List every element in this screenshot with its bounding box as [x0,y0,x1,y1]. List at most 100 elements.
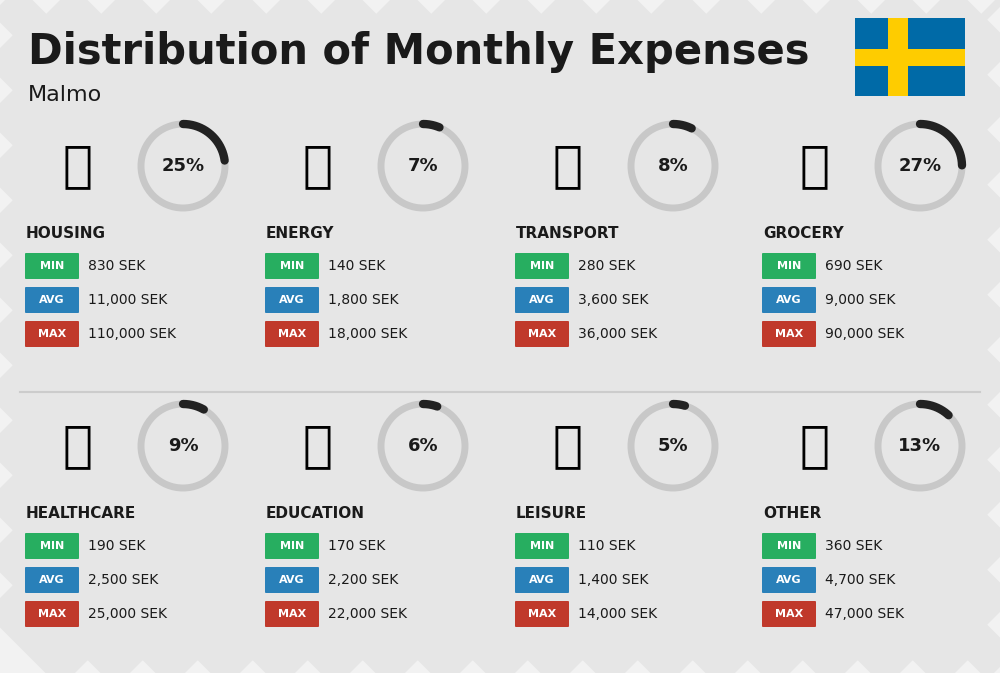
Text: 11,000 SEK: 11,000 SEK [88,293,167,307]
Text: MAX: MAX [528,609,556,619]
FancyBboxPatch shape [265,567,319,593]
Text: 140 SEK: 140 SEK [328,259,385,273]
FancyBboxPatch shape [265,253,319,279]
Text: 🛍️: 🛍️ [553,422,583,470]
Text: 🛒: 🛒 [800,142,830,190]
Text: ENERGY: ENERGY [266,226,334,241]
FancyBboxPatch shape [515,533,569,559]
Text: 27%: 27% [898,157,942,175]
Text: 9,000 SEK: 9,000 SEK [825,293,895,307]
Text: 9%: 9% [168,437,198,455]
FancyBboxPatch shape [888,18,908,96]
Text: 3,600 SEK: 3,600 SEK [578,293,648,307]
Text: MIN: MIN [530,261,554,271]
Text: 36,000 SEK: 36,000 SEK [578,327,657,341]
Text: MIN: MIN [280,541,304,551]
Text: 5%: 5% [658,437,688,455]
Text: 🏥: 🏥 [63,422,93,470]
Text: AVG: AVG [279,575,305,585]
FancyBboxPatch shape [265,287,319,313]
Text: AVG: AVG [529,575,555,585]
FancyBboxPatch shape [265,533,319,559]
Text: 110 SEK: 110 SEK [578,539,635,553]
FancyBboxPatch shape [25,601,79,627]
Text: 2,200 SEK: 2,200 SEK [328,573,398,587]
FancyBboxPatch shape [265,321,319,347]
Text: MAX: MAX [278,329,306,339]
Text: MIN: MIN [777,541,801,551]
FancyBboxPatch shape [855,18,965,96]
Text: AVG: AVG [39,295,65,305]
FancyBboxPatch shape [762,321,816,347]
Text: LEISURE: LEISURE [516,506,587,521]
Text: MAX: MAX [38,609,66,619]
Text: MAX: MAX [775,329,803,339]
FancyBboxPatch shape [515,601,569,627]
Text: MAX: MAX [38,329,66,339]
Text: 47,000 SEK: 47,000 SEK [825,607,904,621]
Text: AVG: AVG [39,575,65,585]
Text: 690 SEK: 690 SEK [825,259,882,273]
FancyBboxPatch shape [25,287,79,313]
Text: AVG: AVG [529,295,555,305]
Text: MAX: MAX [528,329,556,339]
Text: 🔌: 🔌 [303,142,333,190]
Text: MIN: MIN [777,261,801,271]
FancyBboxPatch shape [762,567,816,593]
Text: HEALTHCARE: HEALTHCARE [26,506,136,521]
FancyBboxPatch shape [265,601,319,627]
Text: 18,000 SEK: 18,000 SEK [328,327,407,341]
FancyBboxPatch shape [762,253,816,279]
Text: 25,000 SEK: 25,000 SEK [88,607,167,621]
Text: AVG: AVG [776,575,802,585]
Text: 🏢: 🏢 [63,142,93,190]
Text: 1,800 SEK: 1,800 SEK [328,293,398,307]
FancyBboxPatch shape [515,567,569,593]
FancyBboxPatch shape [515,321,569,347]
Text: 🎓: 🎓 [303,422,333,470]
Text: MAX: MAX [278,609,306,619]
Text: 13%: 13% [898,437,942,455]
FancyBboxPatch shape [25,533,79,559]
Text: 280 SEK: 280 SEK [578,259,635,273]
Text: 2,500 SEK: 2,500 SEK [88,573,158,587]
Text: EDUCATION: EDUCATION [266,506,365,521]
FancyBboxPatch shape [515,253,569,279]
Text: AVG: AVG [776,295,802,305]
Text: 4,700 SEK: 4,700 SEK [825,573,895,587]
FancyBboxPatch shape [762,533,816,559]
FancyBboxPatch shape [762,287,816,313]
Text: GROCERY: GROCERY [763,226,844,241]
Text: 90,000 SEK: 90,000 SEK [825,327,904,341]
Text: 110,000 SEK: 110,000 SEK [88,327,176,341]
Text: 360 SEK: 360 SEK [825,539,882,553]
Text: 7%: 7% [408,157,438,175]
Text: 6%: 6% [408,437,438,455]
Text: 14,000 SEK: 14,000 SEK [578,607,657,621]
Text: MIN: MIN [530,541,554,551]
Text: 💰: 💰 [800,422,830,470]
Text: MIN: MIN [280,261,304,271]
Text: 830 SEK: 830 SEK [88,259,145,273]
Text: 🚌: 🚌 [553,142,583,190]
FancyBboxPatch shape [25,321,79,347]
Text: AVG: AVG [279,295,305,305]
Text: 25%: 25% [161,157,205,175]
Text: Distribution of Monthly Expenses: Distribution of Monthly Expenses [28,31,810,73]
Text: TRANSPORT: TRANSPORT [516,226,620,241]
Text: OTHER: OTHER [763,506,821,521]
FancyBboxPatch shape [25,253,79,279]
FancyBboxPatch shape [762,601,816,627]
Text: MIN: MIN [40,541,64,551]
Text: 8%: 8% [658,157,688,175]
Text: 190 SEK: 190 SEK [88,539,145,553]
Text: MAX: MAX [775,609,803,619]
Text: MIN: MIN [40,261,64,271]
Text: Malmo: Malmo [28,85,102,105]
Text: 22,000 SEK: 22,000 SEK [328,607,407,621]
FancyBboxPatch shape [25,567,79,593]
FancyBboxPatch shape [515,287,569,313]
Text: 170 SEK: 170 SEK [328,539,385,553]
Text: HOUSING: HOUSING [26,226,106,241]
FancyBboxPatch shape [855,49,965,67]
